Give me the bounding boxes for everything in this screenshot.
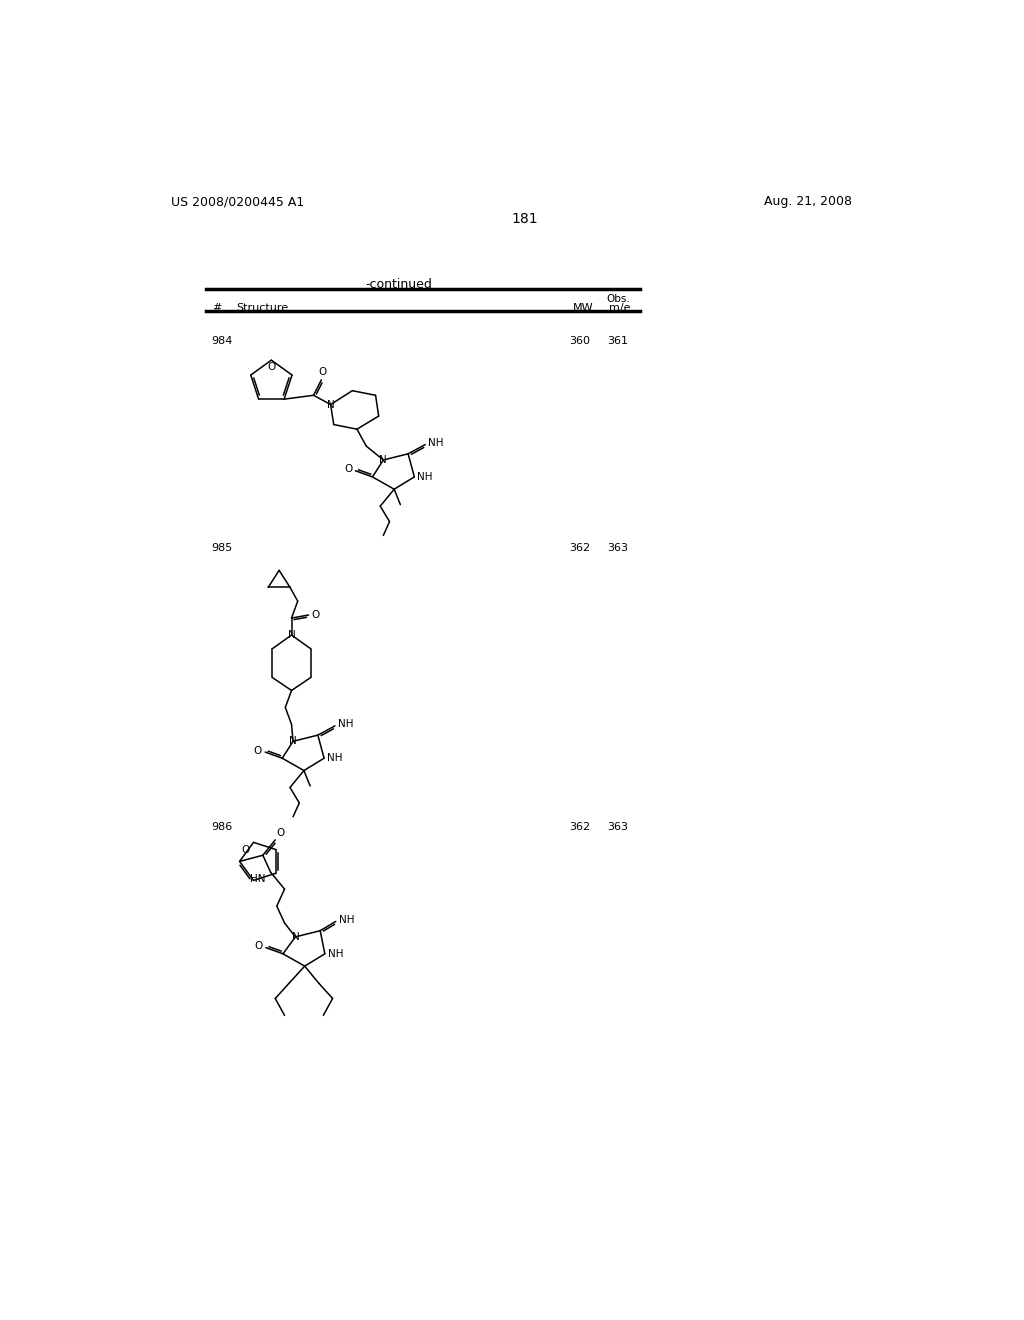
Text: US 2008/0200445 A1: US 2008/0200445 A1 <box>171 195 304 209</box>
Text: O: O <box>267 363 275 372</box>
Text: m/e: m/e <box>608 304 630 313</box>
Text: NH: NH <box>338 719 353 730</box>
Text: O: O <box>311 610 319 620</box>
Text: N: N <box>288 630 295 640</box>
Text: MW: MW <box>572 304 593 313</box>
Text: O: O <box>242 845 250 854</box>
Text: NH: NH <box>418 473 433 482</box>
Text: N: N <box>380 455 387 465</box>
Text: O: O <box>344 465 352 474</box>
Text: NH: NH <box>328 949 343 958</box>
Text: Structure: Structure <box>237 304 289 313</box>
Text: 363: 363 <box>607 822 628 832</box>
Text: O: O <box>318 367 327 376</box>
Text: 986: 986 <box>212 822 232 832</box>
Text: NH: NH <box>428 438 443 447</box>
Text: NH: NH <box>328 754 343 763</box>
Text: NH: NH <box>339 915 354 925</box>
Text: N: N <box>327 400 335 409</box>
Text: -continued: -continued <box>366 277 433 290</box>
Text: O: O <box>276 828 285 837</box>
Text: #: # <box>212 304 221 313</box>
Text: 985: 985 <box>212 544 232 553</box>
Text: 361: 361 <box>607 335 628 346</box>
Text: 984: 984 <box>212 335 233 346</box>
Text: 363: 363 <box>607 544 628 553</box>
Text: 362: 362 <box>568 544 590 553</box>
Text: N: N <box>292 932 299 942</box>
Text: Obs.: Obs. <box>606 294 630 304</box>
Text: 360: 360 <box>569 335 590 346</box>
Text: N: N <box>289 737 297 746</box>
Text: Aug. 21, 2008: Aug. 21, 2008 <box>764 195 852 209</box>
Text: O: O <box>255 941 263 952</box>
Text: O: O <box>254 746 262 755</box>
Text: HN: HN <box>251 874 266 883</box>
Text: 362: 362 <box>568 822 590 832</box>
Text: 181: 181 <box>511 213 539 226</box>
